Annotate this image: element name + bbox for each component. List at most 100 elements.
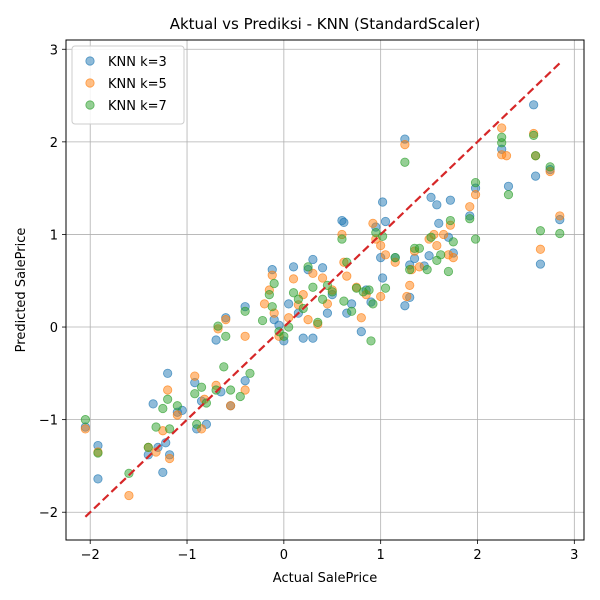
- data-point-series-2: [376, 240, 386, 251]
- data-point-series-3: [163, 394, 173, 404]
- data-point-series-2: [402, 291, 412, 302]
- data-point-series-3: [380, 283, 391, 293]
- x-tick-label: 1: [377, 548, 385, 563]
- data-point-series-3: [190, 389, 200, 399]
- data-point-series-3: [426, 232, 436, 242]
- data-point-series-3: [124, 468, 134, 478]
- y-axis-label: Predicted SalePrice: [14, 228, 29, 353]
- data-point-series-1: [378, 273, 388, 283]
- data-point-series-3: [529, 130, 539, 140]
- y-tick-label: 3: [50, 43, 58, 58]
- x-tick-label: 3: [570, 548, 578, 563]
- data-point-series-2: [470, 190, 481, 200]
- y-tick-label: 0: [50, 321, 58, 336]
- legend-marker: [85, 100, 95, 110]
- data-point-series-3: [245, 368, 255, 378]
- data-point-series-1: [380, 216, 391, 227]
- x-tick-label: 0: [280, 548, 288, 563]
- plot-frame: [65, 39, 585, 541]
- x-tick-label: 2: [473, 548, 481, 563]
- data-point-series-2: [190, 371, 200, 381]
- data-point-series-2: [497, 123, 507, 133]
- x-tick-label: −2: [81, 548, 100, 563]
- data-point-series-3: [364, 285, 374, 295]
- data-point-series-2: [308, 268, 318, 278]
- data-point-series-2: [80, 424, 90, 434]
- data-point-series-3: [366, 336, 376, 346]
- data-point-series-3: [368, 299, 378, 309]
- data-point-series-3: [470, 177, 481, 188]
- data-point-series-2: [284, 313, 294, 323]
- data-point-series-1: [535, 259, 546, 269]
- data-point-series-1: [530, 171, 541, 181]
- data-point-series-3: [545, 162, 555, 172]
- data-point-series-2: [439, 229, 449, 240]
- data-point-series-3: [317, 294, 328, 304]
- data-point-series-2: [163, 385, 173, 395]
- data-point-series-3: [443, 266, 454, 277]
- data-point-series-2: [432, 240, 442, 251]
- data-point-series-1: [426, 192, 436, 203]
- data-point-series-3: [390, 252, 400, 263]
- data-point-series-3: [337, 234, 347, 244]
- legend-label: KNN k=5: [108, 77, 167, 92]
- data-point-series-3: [213, 321, 223, 331]
- data-point-series-3: [221, 331, 231, 341]
- data-point-series-1: [356, 327, 366, 337]
- data-point-series-3: [240, 306, 250, 316]
- data-point-series-3: [143, 442, 153, 453]
- data-point-series-3: [308, 282, 318, 292]
- reference-line: [84, 62, 561, 518]
- data-point-series-2: [342, 271, 352, 281]
- data-point-series-1: [432, 200, 442, 210]
- data-point-series-3: [165, 424, 175, 434]
- data-point-series-3: [530, 151, 541, 161]
- data-point-series-1: [240, 376, 250, 386]
- data-point-series-1: [308, 254, 318, 265]
- grid-lines: [66, 40, 584, 540]
- data-point-series-2: [172, 410, 182, 420]
- data-point-series-3: [151, 422, 161, 432]
- data-point-series-2: [124, 490, 134, 501]
- data-point-series-1: [158, 467, 168, 478]
- data-point-series-1: [322, 308, 333, 318]
- data-point-series-3: [303, 262, 313, 272]
- y-tick-label: 1: [50, 228, 58, 243]
- data-point-series-3: [269, 278, 279, 289]
- data-point-series-1: [163, 368, 173, 378]
- data-point-series-3: [80, 415, 90, 425]
- data-point-series-2: [414, 262, 425, 272]
- x-axis: −2 −1 0 1 2 3: [81, 540, 578, 563]
- data-point-series-1: [308, 333, 318, 343]
- data-point-series-3: [211, 385, 221, 395]
- data-point-series-2: [501, 151, 512, 161]
- data-point-series-3: [172, 401, 182, 411]
- data-point-series-1: [424, 251, 434, 261]
- data-point-series-3: [503, 190, 514, 200]
- data-point-series-3: [465, 214, 475, 224]
- data-point-series-2: [555, 211, 565, 221]
- data-point-series-1: [339, 217, 349, 228]
- data-point-series-3: [225, 385, 236, 395]
- y-tick-label: −2: [39, 506, 58, 521]
- data-point-series-3: [347, 306, 357, 316]
- data-point-series-3: [400, 157, 410, 167]
- data-point-series-2: [380, 250, 391, 260]
- data-point-series-2: [240, 331, 250, 341]
- data-point-series-3: [192, 419, 202, 429]
- data-point-series-1: [503, 181, 514, 191]
- data-point-series-2: [405, 280, 415, 290]
- data-point-series-1: [288, 262, 299, 272]
- data-point-series-1: [378, 197, 388, 207]
- data-point-series-3: [264, 290, 274, 300]
- data-point-series-3: [313, 317, 323, 328]
- data-point-series-2: [535, 244, 546, 254]
- data-point-series-1: [445, 195, 455, 205]
- data-point-series-2: [400, 140, 410, 150]
- data-point-series-3: [436, 250, 446, 260]
- data-point-series-2: [165, 453, 175, 464]
- data-point-series-3: [448, 237, 458, 247]
- data-point-series-3: [93, 448, 103, 458]
- data-point-series-3: [235, 391, 245, 402]
- data-point-series-3: [535, 226, 546, 236]
